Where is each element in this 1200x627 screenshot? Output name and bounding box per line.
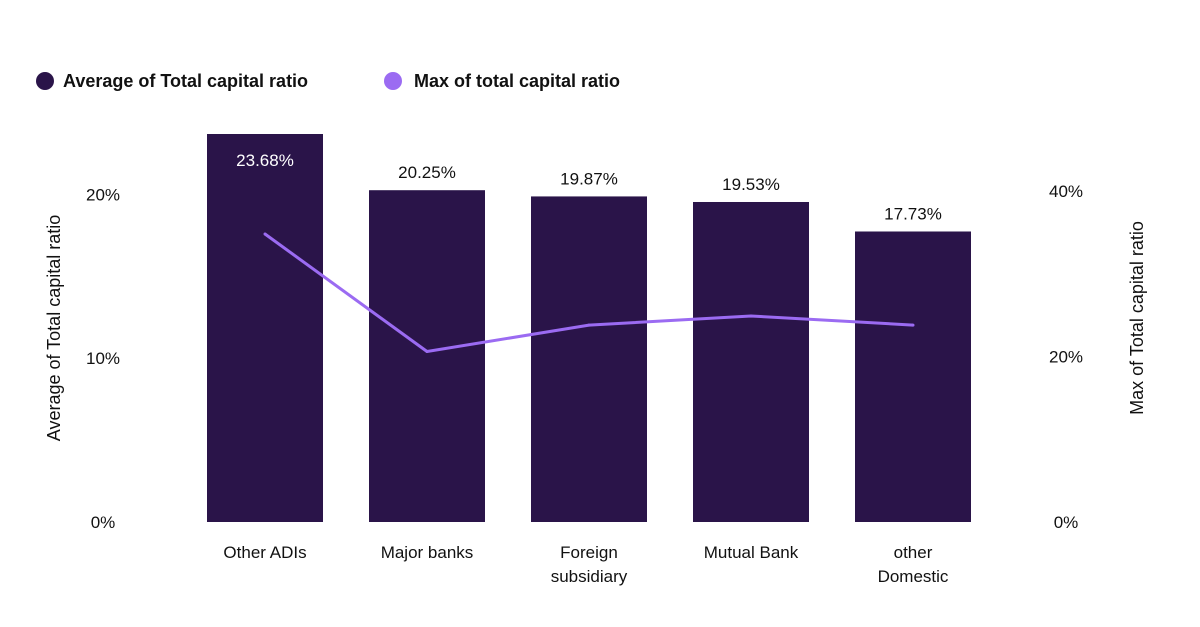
right-axis-title: Max of Total capital ratio <box>1127 221 1147 415</box>
x-tick-label-1: Major banks <box>381 543 474 562</box>
bar-data-label-3: 19.53% <box>722 175 780 194</box>
legend-marker-max <box>384 72 402 90</box>
left-tick-label-0: 0% <box>91 513 116 532</box>
legend-label-average: Average of Total capital ratio <box>63 71 308 91</box>
bar-data-label-4: 17.73% <box>884 204 942 223</box>
left-axis: 0% 10% 20% Average of Total capital ratio <box>44 185 120 532</box>
max-line-point-0 <box>263 232 267 236</box>
legend: Average of Total capital ratio Max of tot… <box>36 71 620 91</box>
bar-data-label-2: 19.87% <box>560 169 618 188</box>
bar-labels: 23.68% 20.25% 19.87% 19.53% 17.73% <box>236 151 942 223</box>
x-tick-label-3: Mutual Bank <box>704 543 799 562</box>
max-line-series <box>263 232 915 353</box>
max-line-point-3 <box>749 314 753 318</box>
bar-data-label-0: 23.68% <box>236 151 294 170</box>
right-axis: 0% 20% 40% Max of Total capital ratio <box>1049 182 1147 532</box>
bar-1 <box>369 190 485 522</box>
legend-marker-average <box>36 72 54 90</box>
bar-0 <box>207 134 323 522</box>
max-line-point-4 <box>911 323 915 327</box>
bar-4 <box>855 231 971 522</box>
bar-3 <box>693 201 809 523</box>
bar-data-label-1: 20.25% <box>398 163 456 182</box>
right-tick-label-0: 0% <box>1054 513 1079 532</box>
max-line-point-2 <box>587 323 591 327</box>
left-tick-label-2: 20% <box>86 185 120 204</box>
x-tick-label-4-line-1: Domestic <box>878 567 949 586</box>
max-line-point-1 <box>425 350 429 353</box>
x-tick-label-0: Other ADIs <box>223 543 306 562</box>
legend-label-max: Max of total capital ratio <box>414 71 620 91</box>
x-tick-label-4-line-0: other <box>894 543 933 562</box>
right-tick-label-2: 40% <box>1049 182 1083 201</box>
left-tick-label-1: 10% <box>86 349 120 368</box>
left-axis-title: Average of Total capital ratio <box>44 215 64 441</box>
x-tick-label-2-line-1: subsidiary <box>551 567 628 586</box>
x-tick-label-2-line-0: Foreign <box>560 543 618 562</box>
bar-2 <box>531 196 647 522</box>
x-axis: Other ADIs Major banks Foreign subsidiary Mu… <box>223 543 948 586</box>
bars <box>207 134 971 523</box>
right-tick-label-1: 20% <box>1049 348 1083 367</box>
